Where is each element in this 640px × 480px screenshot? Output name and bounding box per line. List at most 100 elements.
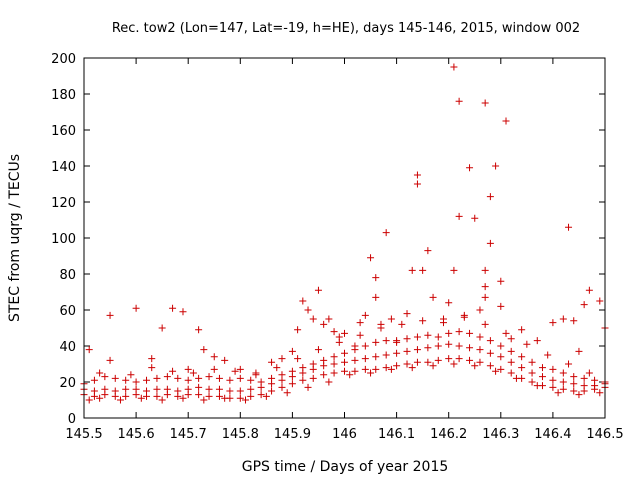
data-point — [367, 369, 375, 377]
y-tick-label: 180 — [51, 88, 76, 103]
data-point — [184, 385, 192, 393]
data-point — [320, 371, 328, 379]
data-point — [304, 383, 312, 391]
data-point — [148, 355, 156, 363]
data-point — [575, 391, 583, 399]
data-point — [236, 387, 244, 395]
data-point — [122, 392, 130, 400]
data-point — [148, 364, 156, 372]
data-point — [528, 369, 536, 377]
data-point — [132, 378, 140, 386]
data-point — [372, 293, 380, 301]
data-point — [408, 266, 416, 274]
data-point — [341, 329, 348, 337]
x-tick-label: 145.9 — [274, 427, 311, 442]
data-point — [314, 346, 322, 354]
data-point — [429, 362, 437, 370]
data-point — [195, 374, 203, 382]
data-point — [497, 277, 505, 285]
data-point — [466, 356, 474, 364]
data-point — [445, 340, 453, 348]
y-tick-label: 60 — [59, 304, 76, 319]
data-point — [481, 99, 489, 107]
data-point — [570, 387, 578, 395]
data-point — [466, 164, 474, 172]
data-point — [137, 394, 145, 402]
data-point — [481, 283, 489, 291]
data-point — [507, 347, 515, 355]
data-point — [533, 337, 541, 345]
data-point — [169, 304, 177, 312]
data-point — [413, 171, 421, 179]
data-point — [278, 383, 286, 391]
data-point — [169, 367, 177, 375]
data-point — [403, 310, 411, 318]
data-point — [424, 344, 432, 352]
data-point — [492, 367, 500, 375]
data-point — [486, 193, 494, 201]
data-point — [288, 380, 296, 388]
data-point — [215, 392, 223, 400]
data-point — [497, 302, 505, 310]
data-points — [80, 63, 609, 404]
data-point — [361, 342, 369, 350]
y-tick-label: 140 — [51, 160, 76, 175]
data-point — [486, 337, 494, 345]
data-point — [90, 387, 98, 395]
data-point — [434, 356, 442, 364]
data-point — [341, 358, 348, 366]
data-point — [439, 319, 447, 327]
data-point — [341, 349, 348, 357]
data-point — [205, 392, 213, 400]
data-point — [132, 304, 140, 312]
data-point — [330, 328, 338, 336]
data-point — [184, 376, 192, 384]
data-point — [559, 369, 567, 377]
data-point — [299, 297, 307, 305]
data-point — [382, 337, 390, 345]
data-point — [288, 373, 296, 381]
x-tick-label: 145.5 — [65, 427, 102, 442]
data-point — [221, 394, 229, 402]
data-point — [549, 365, 557, 373]
data-point — [346, 371, 354, 379]
data-point — [580, 382, 588, 390]
data-point — [596, 389, 604, 397]
data-point — [226, 387, 234, 395]
data-point — [122, 376, 130, 384]
data-point — [518, 364, 526, 372]
data-point — [330, 369, 338, 377]
data-point — [361, 355, 369, 363]
data-point — [158, 396, 166, 404]
data-point — [257, 383, 265, 391]
data-point — [111, 374, 119, 382]
data-point — [476, 306, 484, 314]
data-point — [158, 324, 166, 332]
data-point — [101, 373, 109, 381]
data-point — [143, 376, 151, 384]
chart-title: Rec. tow2 (Lon=147, Lat=-19, h=HE), days… — [112, 21, 580, 36]
data-point — [278, 376, 286, 384]
data-point — [549, 319, 557, 327]
data-point — [111, 387, 119, 395]
data-point — [450, 266, 458, 274]
data-point — [242, 396, 250, 404]
data-point — [528, 378, 536, 386]
data-point — [372, 338, 380, 346]
data-point — [403, 360, 411, 368]
data-point — [262, 392, 270, 400]
x-axis-label: GPS time / Days of year 2015 — [242, 459, 449, 475]
data-point — [538, 373, 546, 381]
data-point — [393, 338, 401, 346]
data-point — [471, 214, 479, 222]
y-tick-label: 20 — [59, 376, 76, 391]
data-point — [96, 369, 104, 377]
data-point — [236, 365, 244, 373]
data-point — [210, 365, 218, 373]
data-point — [210, 353, 218, 361]
data-point — [570, 373, 578, 381]
data-point — [236, 394, 244, 402]
data-point — [575, 347, 583, 355]
data-point — [481, 320, 489, 328]
data-point — [268, 358, 276, 366]
